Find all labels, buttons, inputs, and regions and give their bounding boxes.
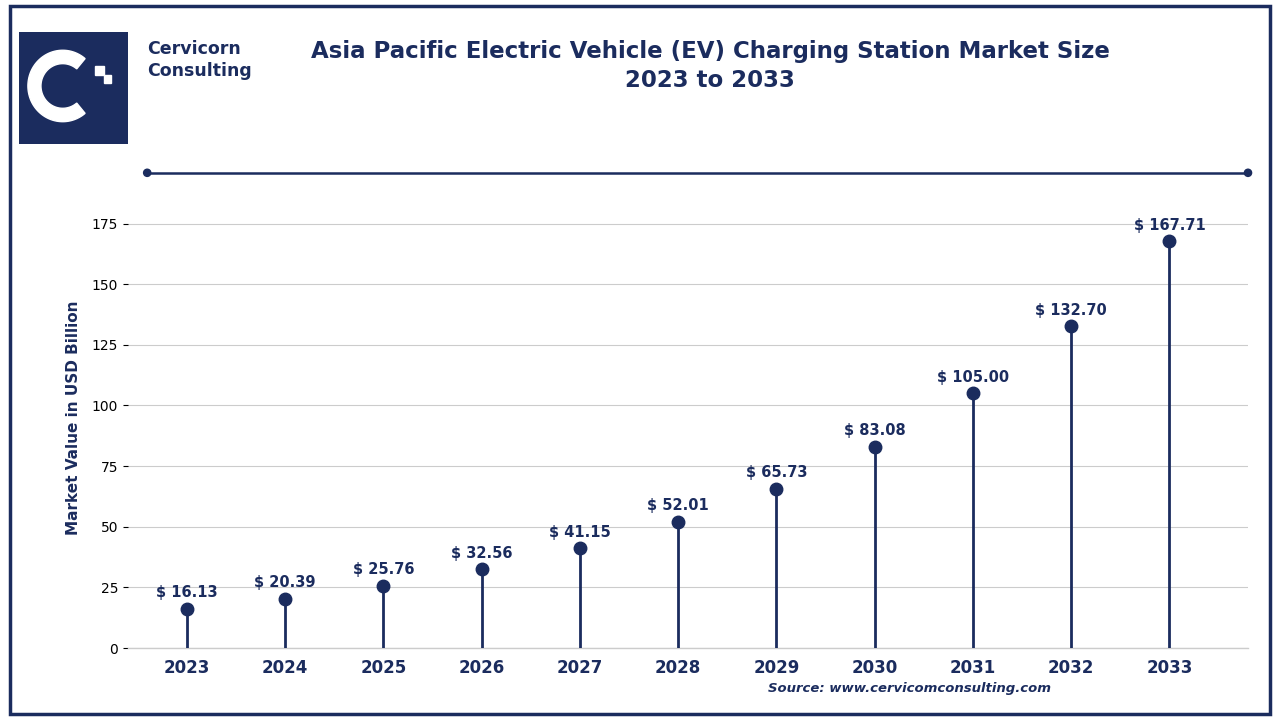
Bar <box>95 66 104 75</box>
Text: $ 105.00: $ 105.00 <box>937 370 1009 385</box>
Text: $ 20.39: $ 20.39 <box>255 575 316 590</box>
Polygon shape <box>28 50 84 122</box>
Text: $ 132.70: $ 132.70 <box>1036 302 1107 318</box>
Text: $ 83.08: $ 83.08 <box>844 423 905 438</box>
Text: Asia Pacific Electric Vehicle (EV) Charging Station Market Size
2023 to 2033: Asia Pacific Electric Vehicle (EV) Charg… <box>311 40 1110 92</box>
Text: Cervicorn
Consulting: Cervicorn Consulting <box>147 40 252 81</box>
Text: $ 32.56: $ 32.56 <box>451 546 512 561</box>
Text: $ 25.76: $ 25.76 <box>353 562 415 577</box>
Text: $ 16.13: $ 16.13 <box>156 585 218 600</box>
Text: $ 167.71: $ 167.71 <box>1134 217 1206 233</box>
Y-axis label: Market Value in USD Billion: Market Value in USD Billion <box>65 300 81 535</box>
FancyBboxPatch shape <box>13 26 134 150</box>
Text: Source: www.cervicomconsulting.com: Source: www.cervicomconsulting.com <box>768 682 1051 695</box>
Bar <box>104 76 111 83</box>
Text: $ 52.01: $ 52.01 <box>648 498 709 513</box>
Text: $ 65.73: $ 65.73 <box>746 465 808 480</box>
Text: $ 41.15: $ 41.15 <box>549 525 611 540</box>
